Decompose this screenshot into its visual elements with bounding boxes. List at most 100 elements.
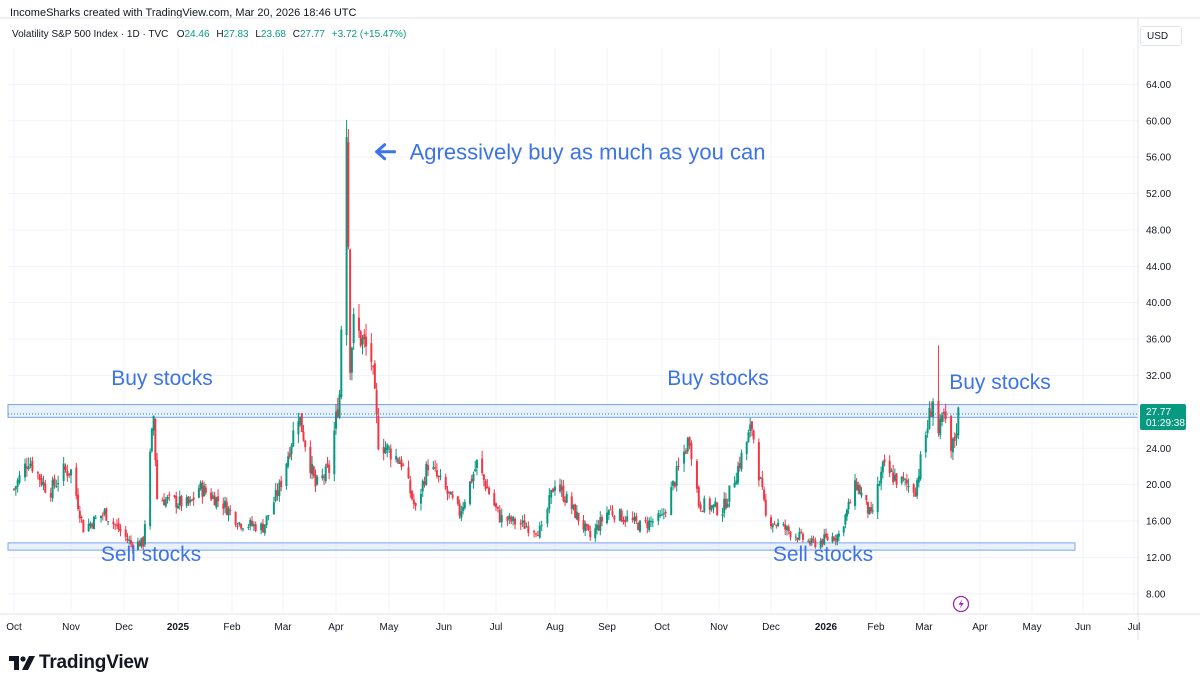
candle-body xyxy=(613,515,616,520)
instrument-label[interactable]: Volatility S&P 500 Index · 1D · TVC xyxy=(12,29,169,40)
candle-body xyxy=(112,521,115,524)
x-tick-label: Jul xyxy=(1128,622,1141,633)
candle-body xyxy=(316,476,319,485)
candle-body xyxy=(728,485,731,502)
candle-body xyxy=(495,503,497,508)
candle-body xyxy=(260,523,263,531)
candle-body xyxy=(163,499,166,506)
candle-body xyxy=(701,510,704,512)
candle-body xyxy=(740,452,743,470)
x-tick-label: Jun xyxy=(1075,622,1091,633)
candle-body xyxy=(826,536,829,541)
candle-body xyxy=(801,533,804,540)
candle-body xyxy=(224,500,227,508)
candle-body xyxy=(462,506,465,511)
candle-body xyxy=(304,440,307,448)
candle-body xyxy=(686,437,689,452)
candle-body xyxy=(912,484,915,493)
candle-body xyxy=(197,488,200,498)
x-tick-label: Feb xyxy=(223,622,241,633)
x-tick-label: Oct xyxy=(654,622,670,633)
candle-body xyxy=(451,494,454,498)
x-tick-label: Dec xyxy=(762,622,780,633)
candle-body xyxy=(13,488,15,490)
y-tick-label: 48.00 xyxy=(1146,225,1171,236)
candle-body xyxy=(907,485,910,487)
candle-body xyxy=(75,467,78,497)
candle-body xyxy=(812,539,815,541)
candle-body xyxy=(199,482,202,490)
candle-body xyxy=(92,516,95,530)
candle-body xyxy=(201,483,204,497)
candle-body xyxy=(683,451,686,464)
annotation-sell-stocks: Sell stocks xyxy=(773,543,873,566)
candle-body xyxy=(389,448,392,460)
tradingview-logo[interactable]: TradingView xyxy=(9,652,149,674)
candle-body xyxy=(292,430,295,447)
candle-body xyxy=(68,473,71,476)
ohlc-legend: Volatility S&P 500 Index · 1D · TVC O24.… xyxy=(12,29,406,40)
candle-body xyxy=(870,507,873,512)
candle-body xyxy=(789,531,792,538)
candle-body xyxy=(917,476,920,483)
candle-body xyxy=(241,528,244,530)
candle-body xyxy=(559,484,562,492)
candle-body xyxy=(236,526,239,528)
candle-body xyxy=(168,494,171,496)
candle-body xyxy=(272,502,275,515)
candle-body xyxy=(672,480,675,486)
candle-body xyxy=(626,516,629,521)
candle-body xyxy=(36,472,39,474)
candle-body xyxy=(819,540,822,548)
candle-body xyxy=(595,524,598,531)
candle-body xyxy=(809,541,812,545)
currency-selector[interactable]: USD xyxy=(1140,26,1182,46)
candle-body xyxy=(565,493,568,503)
candle-body xyxy=(575,511,578,520)
candle-body xyxy=(761,478,764,488)
candle-body xyxy=(510,516,513,522)
candle-body xyxy=(103,509,106,515)
y-tick-label: 12.00 xyxy=(1146,553,1171,564)
candle-body xyxy=(724,498,727,509)
candle-body xyxy=(312,466,315,476)
candle-body xyxy=(845,509,848,517)
candle-body xyxy=(881,461,884,473)
candle-body xyxy=(670,487,673,516)
candle-body xyxy=(633,517,636,521)
candle-body xyxy=(309,446,312,473)
candle-body xyxy=(481,458,484,474)
candle-body xyxy=(175,496,178,508)
candle-body xyxy=(486,486,489,489)
candle-body xyxy=(62,463,65,481)
candle-body xyxy=(469,481,471,505)
x-tick-label: Nov xyxy=(62,622,80,633)
candle-body xyxy=(152,415,155,431)
candle-body xyxy=(796,537,799,541)
candle-body xyxy=(677,465,680,467)
candle-body xyxy=(55,485,58,488)
candle-body xyxy=(639,520,641,532)
candle-body xyxy=(831,536,834,542)
candle-layer xyxy=(8,119,1138,554)
candle-body xyxy=(854,480,857,506)
x-tick-label: Dec xyxy=(115,622,133,633)
low-label: L xyxy=(255,29,261,40)
candle-body xyxy=(180,496,183,507)
candle-body xyxy=(278,482,281,497)
candle-body xyxy=(129,540,132,544)
candle-body xyxy=(350,347,353,373)
candle-body xyxy=(150,428,153,452)
candle-body xyxy=(299,416,302,425)
candle-body xyxy=(114,524,117,526)
candle-body xyxy=(126,538,129,541)
y-tick-label: 20.00 xyxy=(1146,480,1171,491)
candle-body xyxy=(684,450,687,454)
close-label: C xyxy=(292,29,300,40)
candle-body xyxy=(637,522,640,531)
candle-body xyxy=(860,492,863,496)
candle-body xyxy=(690,443,693,460)
candle-body xyxy=(80,516,83,519)
candle-body xyxy=(871,510,874,512)
